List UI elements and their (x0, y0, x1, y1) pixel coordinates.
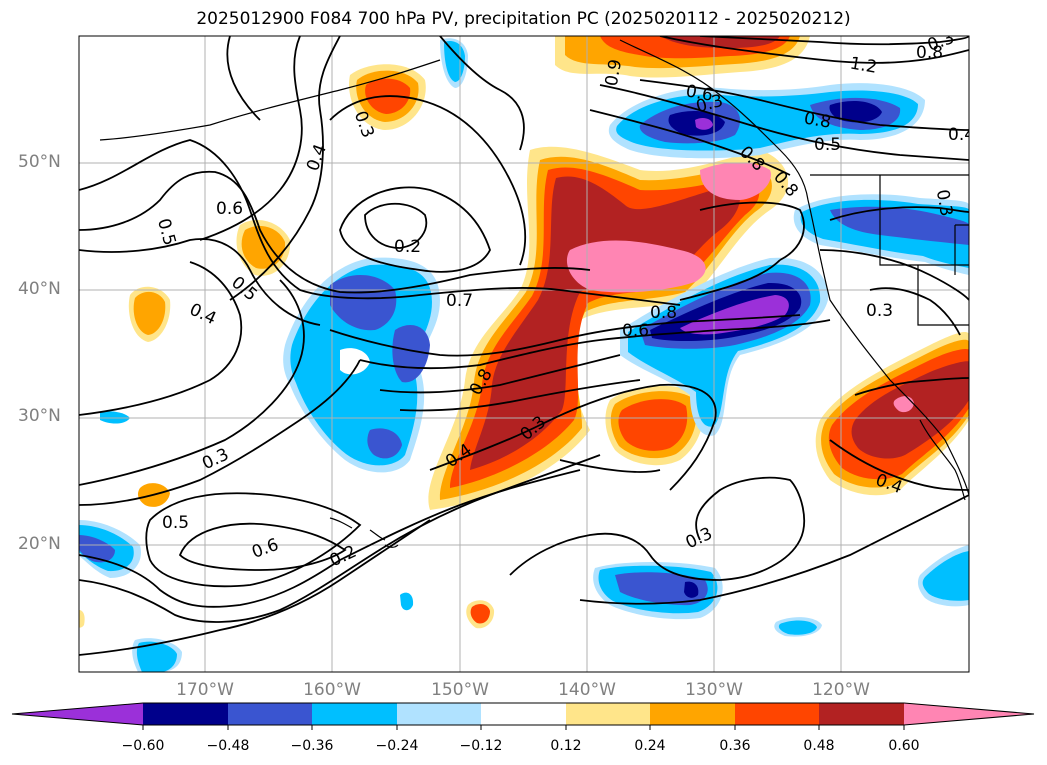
colorbar-bin (735, 703, 819, 725)
colorbar-label: 0.36 (719, 738, 751, 754)
contour-label: 0.3 (932, 188, 956, 218)
coastlines (99, 39, 969, 548)
contour-label: 0.6 (684, 81, 714, 105)
colorbar-bin (819, 703, 904, 725)
lon-label: 150°W (431, 680, 489, 700)
colorbar-label: 0.12 (550, 738, 582, 754)
lon-label: 170°W (176, 680, 234, 700)
gridlines (79, 36, 969, 672)
colorbar-bin (143, 703, 228, 725)
lon-label: 120°W (812, 680, 870, 700)
contour-label: 0.6 (622, 321, 649, 341)
map-content: 0.6 0.5 0.4 0.3 0.2 0.7 0.8 0.6 0.3 0.4 … (79, 36, 975, 672)
colorbar-bin (566, 703, 650, 725)
colorbar-bin (228, 703, 312, 725)
contour-label: 0.8 (802, 108, 832, 132)
contour-label: 0.4 (948, 125, 975, 145)
lon-label: 130°W (685, 680, 743, 700)
colorbar-bin (312, 703, 397, 725)
contour-label: 0.8 (650, 303, 677, 323)
contour-label: 0.9 (602, 58, 626, 88)
plot-title: 2025012900 F084 700 hPa PV, precipitatio… (196, 9, 851, 29)
lat-label: 50°N (18, 152, 61, 172)
contour-label: 0.3 (866, 301, 893, 321)
contour-label: 0.2 (394, 237, 421, 257)
colorbar-label: −0.60 (121, 738, 165, 754)
colorbar-min-extend (12, 703, 143, 725)
colorbar-label: −0.48 (206, 738, 250, 754)
contour-label: 0.6 (216, 199, 243, 219)
lon-label: 140°W (558, 680, 616, 700)
contour-label: 0.5 (162, 513, 189, 533)
map-frame (78, 35, 970, 673)
colorbar-bin (650, 703, 735, 725)
lat-label: 20°N (18, 534, 61, 554)
colorbar-label: 0.48 (803, 738, 835, 754)
contour-label: 0.7 (446, 291, 473, 311)
pv-contours (79, 36, 969, 656)
contour-label: 0.8 (916, 43, 943, 63)
lon-label: 160°W (303, 680, 361, 700)
colorbar-label: 0.24 (634, 738, 666, 754)
colorbar-label: −0.24 (375, 738, 419, 754)
colorbar-max-extend (904, 703, 1034, 725)
precip-shading (79, 36, 969, 672)
contour-label: 1.2 (848, 53, 878, 77)
colorbar-label: −0.12 (459, 738, 503, 754)
pos-band-pink (566, 240, 706, 293)
lat-label: 40°N (18, 279, 61, 299)
colorbar (11, 702, 1035, 730)
contour-label: 0.5 (814, 135, 841, 155)
colorbar-bin (481, 703, 566, 725)
colorbar-bin (397, 703, 481, 725)
pos-band-pink2 (700, 162, 771, 200)
lat-label: 30°N (18, 406, 61, 426)
colorbar-label: 0.60 (888, 738, 920, 754)
colorbar-label: −0.36 (290, 738, 334, 754)
